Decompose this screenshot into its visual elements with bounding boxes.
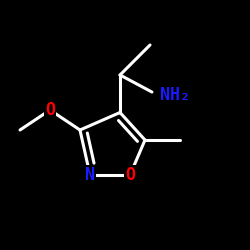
- Text: O: O: [45, 101, 55, 119]
- Text: O: O: [125, 166, 135, 184]
- Text: NH₂: NH₂: [160, 86, 190, 104]
- Text: N: N: [85, 166, 95, 184]
